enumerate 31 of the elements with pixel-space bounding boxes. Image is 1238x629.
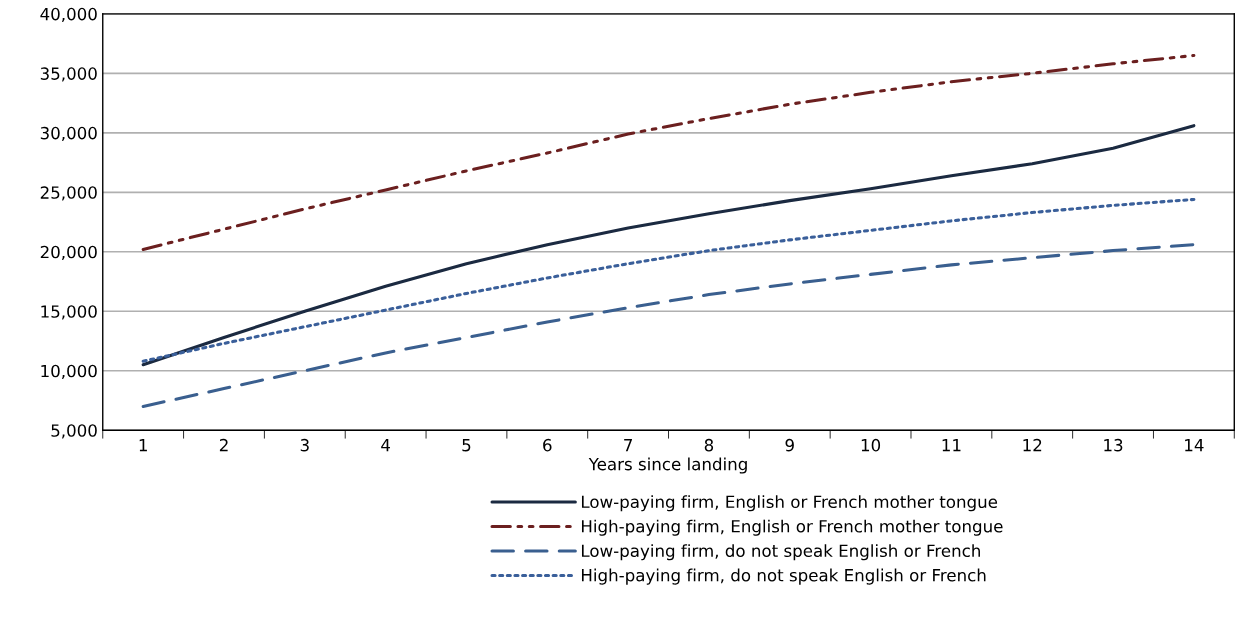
line-series [141,53,1196,251]
x-tick-label: 11 [942,439,961,452]
x-axis-title: Years since landing [588,457,747,474]
x-tick-label: 7 [624,439,632,452]
y-tick-label: 15,000 [41,305,97,320]
x-tick-label: 4 [381,439,390,452]
legend-label: Low-paying firm, English or French mother tongue [581,495,998,512]
x-tick-label: 6 [543,438,552,452]
y-tick-label: 25,000 [40,186,97,201]
line-series [141,124,1196,367]
line-series [141,243,1196,408]
x-tick-label: 13 [1104,438,1123,452]
x-tick-label: 9 [785,438,794,452]
legend-label: High-paying firm, English or French mother tongue [581,519,1003,536]
x-tick-label: 8 [704,438,714,452]
y-tick-label: 5,000 [51,424,97,439]
y-tick-label: 35,000 [40,67,97,82]
y-tick-label: 40,000 [40,7,97,23]
x-tick-label: 5 [462,439,471,452]
legend-label: High-paying firm, do not speak English or French [581,568,986,585]
y-tick-label: 20,000 [40,245,97,261]
y-tick-label: 30,000 [40,126,97,142]
x-tick-label: 10 [861,438,881,452]
x-tick-label: 14 [1185,439,1204,452]
y-tick-label: 10,000 [41,364,97,380]
line-series [141,197,1196,363]
x-tick-label: 3 [300,438,309,452]
x-tick-label: 12 [1023,438,1042,452]
legend-label: Low-paying firm, do not speak English or French [581,544,980,561]
x-tick-label: 1 [139,439,147,452]
x-tick-label: 2 [219,438,228,452]
